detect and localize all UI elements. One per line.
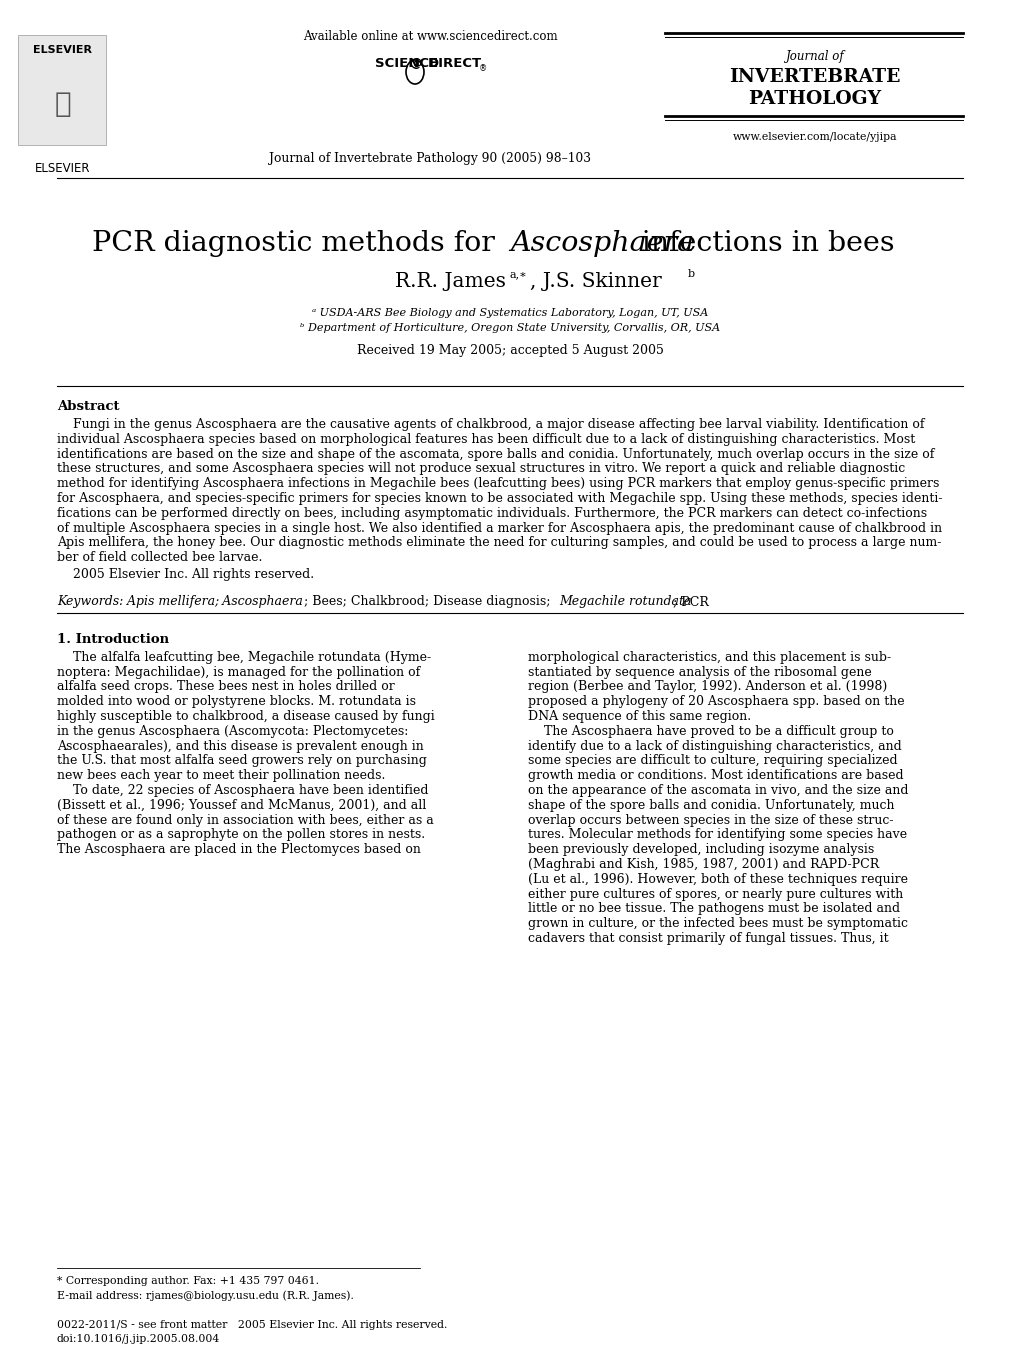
Text: SCIENCE: SCIENCE bbox=[375, 57, 438, 69]
Text: in the genus Ascosphaera (Ascomycota: Plectomycetes:: in the genus Ascosphaera (Ascomycota: Pl… bbox=[57, 725, 408, 738]
Text: ELSEVIER: ELSEVIER bbox=[36, 162, 91, 176]
Text: of these are found only in association with bees, either as a: of these are found only in association w… bbox=[57, 814, 433, 826]
Text: highly susceptible to chalkbrood, a disease caused by fungi: highly susceptible to chalkbrood, a dise… bbox=[57, 710, 434, 723]
Text: overlap occurs between species in the size of these struc-: overlap occurs between species in the si… bbox=[528, 814, 893, 826]
FancyBboxPatch shape bbox=[18, 35, 106, 146]
Text: ; Bees; Chalkbrood; Disease diagnosis;: ; Bees; Chalkbrood; Disease diagnosis; bbox=[304, 595, 554, 608]
Text: a,∗: a,∗ bbox=[510, 269, 527, 279]
Text: R.R. James: R.R. James bbox=[394, 272, 510, 291]
Text: for Ascosphaera, and species-specific primers for species known to be associated: for Ascosphaera, and species-specific pr… bbox=[57, 491, 942, 505]
Text: tures. Molecular methods for identifying some species have: tures. Molecular methods for identifying… bbox=[528, 829, 906, 841]
Text: Received 19 May 2005; accepted 5 August 2005: Received 19 May 2005; accepted 5 August … bbox=[357, 344, 662, 357]
Text: ᵇ Department of Horticulture, Oregon State University, Corvallis, OR, USA: ᵇ Department of Horticulture, Oregon Sta… bbox=[300, 323, 719, 333]
Text: Megachile rotundata: Megachile rotundata bbox=[558, 595, 691, 608]
Text: The Ascosphaera are placed in the Plectomyces based on: The Ascosphaera are placed in the Plecto… bbox=[57, 844, 421, 856]
Text: 0022-2011/S - see front matter   2005 Elsevier Inc. All rights reserved.: 0022-2011/S - see front matter 2005 Else… bbox=[57, 1320, 447, 1330]
Text: , J.S. Skinner: , J.S. Skinner bbox=[530, 272, 665, 291]
Text: ; PCR: ; PCR bbox=[673, 595, 708, 608]
Text: (Bissett et al., 1996; Youssef and McManus, 2001), and all: (Bissett et al., 1996; Youssef and McMan… bbox=[57, 799, 426, 811]
Text: new bees each year to meet their pollination needs.: new bees each year to meet their pollina… bbox=[57, 769, 385, 783]
Text: of multiple Ascosphaera species in a single host. We also identified a marker fo: of multiple Ascosphaera species in a sin… bbox=[57, 521, 942, 535]
Text: alfalfa seed crops. These bees nest in holes drilled or: alfalfa seed crops. These bees nest in h… bbox=[57, 680, 394, 693]
Text: either pure cultures of spores, or nearly pure cultures with: either pure cultures of spores, or nearl… bbox=[528, 887, 903, 901]
Text: pathogen or as a saprophyte on the pollen stores in nests.: pathogen or as a saprophyte on the polle… bbox=[57, 829, 425, 841]
Text: PATHOLOGY: PATHOLOGY bbox=[748, 90, 880, 108]
Text: morphological characteristics, and this placement is sub-: morphological characteristics, and this … bbox=[528, 651, 891, 664]
Text: 1. Introduction: 1. Introduction bbox=[57, 633, 169, 646]
Text: ; Ascosphaera: ; Ascosphaera bbox=[214, 595, 303, 608]
Text: E-mail address: rjames@biology.usu.edu (R.R. James).: E-mail address: rjames@biology.usu.edu (… bbox=[57, 1290, 354, 1301]
Text: ELSEVIER: ELSEVIER bbox=[34, 45, 93, 54]
Text: 🌳: 🌳 bbox=[55, 90, 71, 118]
Text: ®: ® bbox=[479, 64, 487, 73]
Text: DIRECT: DIRECT bbox=[428, 57, 482, 69]
Text: INVERTEBRATE: INVERTEBRATE bbox=[729, 68, 900, 86]
Text: been previously developed, including isozyme analysis: been previously developed, including iso… bbox=[528, 844, 873, 856]
Text: the U.S. that most alfalfa seed growers rely on purchasing: the U.S. that most alfalfa seed growers … bbox=[57, 754, 427, 768]
Text: Keywords:: Keywords: bbox=[57, 595, 123, 608]
Text: cadavers that consist primarily of fungal tissues. Thus, it: cadavers that consist primarily of funga… bbox=[528, 932, 888, 945]
Text: proposed a phylogeny of 20 Ascosphaera spp. based on the: proposed a phylogeny of 20 Ascosphaera s… bbox=[528, 695, 904, 708]
Text: To date, 22 species of Ascosphaera have been identified: To date, 22 species of Ascosphaera have … bbox=[57, 784, 428, 798]
Text: Available online at www.sciencedirect.com: Available online at www.sciencedirect.co… bbox=[303, 30, 556, 44]
Text: www.elsevier.com/locate/yjipa: www.elsevier.com/locate/yjipa bbox=[732, 132, 897, 142]
Text: region (Berbee and Taylor, 1992). Anderson et al. (1998): region (Berbee and Taylor, 1992). Anders… bbox=[528, 680, 887, 693]
Text: Ascosphaearales), and this disease is prevalent enough in: Ascosphaearales), and this disease is pr… bbox=[57, 739, 423, 753]
Text: Journal of Invertebrate Pathology 90 (2005) 98–103: Journal of Invertebrate Pathology 90 (20… bbox=[269, 152, 590, 165]
Text: little or no bee tissue. The pathogens must be isolated and: little or no bee tissue. The pathogens m… bbox=[528, 902, 899, 916]
Text: DNA sequence of this same region.: DNA sequence of this same region. bbox=[528, 710, 750, 723]
Text: infections in bees: infections in bees bbox=[636, 230, 894, 257]
Text: stantiated by sequence analysis of the ribosomal gene: stantiated by sequence analysis of the r… bbox=[528, 666, 871, 679]
Text: noptera: Megachilidae), is managed for the pollination of: noptera: Megachilidae), is managed for t… bbox=[57, 666, 420, 679]
Text: Journal of: Journal of bbox=[785, 50, 844, 63]
Text: method for identifying Ascosphaera infections in Megachile bees (leafcutting bee: method for identifying Ascosphaera infec… bbox=[57, 478, 938, 490]
Text: molded into wood or polystyrene blocks. M. rotundata is: molded into wood or polystyrene blocks. … bbox=[57, 695, 416, 708]
Text: Apis mellifera, the honey bee. Our diagnostic methods eliminate the need for cul: Apis mellifera, the honey bee. Our diagn… bbox=[57, 536, 941, 550]
Text: growth media or conditions. Most identifications are based: growth media or conditions. Most identif… bbox=[528, 769, 903, 783]
Text: (Lu et al., 1996). However, both of these techniques require: (Lu et al., 1996). However, both of thes… bbox=[528, 872, 907, 886]
Text: ᵃ USDA-ARS Bee Biology and Systematics Laboratory, Logan, UT, USA: ᵃ USDA-ARS Bee Biology and Systematics L… bbox=[312, 308, 707, 318]
Text: doi:10.1016/j.jip.2005.08.004: doi:10.1016/j.jip.2005.08.004 bbox=[57, 1334, 220, 1345]
Text: Apis mellifera: Apis mellifera bbox=[119, 595, 215, 608]
Text: identifications are based on the size and shape of the ascomata, spore balls and: identifications are based on the size an… bbox=[57, 448, 933, 460]
Text: these structures, and some Ascosphaera species will not produce sexual structure: these structures, and some Ascosphaera s… bbox=[57, 463, 905, 475]
Text: PCR diagnostic methods for: PCR diagnostic methods for bbox=[93, 230, 510, 257]
Text: b: b bbox=[688, 269, 694, 279]
Text: The Ascosphaera have proved to be a difficult group to: The Ascosphaera have proved to be a diff… bbox=[528, 725, 893, 738]
Text: grown in culture, or the infected bees must be symptomatic: grown in culture, or the infected bees m… bbox=[528, 917, 907, 930]
Text: individual Ascosphaera species based on morphological features has been difficul: individual Ascosphaera species based on … bbox=[57, 433, 914, 446]
Text: fications can be performed directly on bees, including asymptomatic individuals.: fications can be performed directly on b… bbox=[57, 506, 926, 520]
Text: shape of the spore balls and conidia. Unfortunately, much: shape of the spore balls and conidia. Un… bbox=[528, 799, 894, 811]
Text: identify due to a lack of distinguishing characteristics, and: identify due to a lack of distinguishing… bbox=[528, 739, 901, 753]
Text: Abstract: Abstract bbox=[57, 400, 119, 412]
Text: * Corresponding author. Fax: +1 435 797 0461.: * Corresponding author. Fax: +1 435 797 … bbox=[57, 1277, 319, 1286]
Text: Fungi in the genus Ascosphaera are the causative agents of chalkbrood, a major d: Fungi in the genus Ascosphaera are the c… bbox=[57, 418, 923, 431]
Text: @: @ bbox=[409, 57, 421, 69]
Text: 2005 Elsevier Inc. All rights reserved.: 2005 Elsevier Inc. All rights reserved. bbox=[57, 568, 314, 581]
Text: some species are difficult to culture, requiring specialized: some species are difficult to culture, r… bbox=[528, 754, 897, 768]
Text: on the appearance of the ascomata in vivo, and the size and: on the appearance of the ascomata in viv… bbox=[528, 784, 908, 798]
Text: ber of field collected bee larvae.: ber of field collected bee larvae. bbox=[57, 551, 262, 565]
Text: The alfalfa leafcutting bee, Megachile rotundata (Hyme-: The alfalfa leafcutting bee, Megachile r… bbox=[57, 651, 431, 664]
Text: (Maghrabi and Kish, 1985, 1987, 2001) and RAPD-PCR: (Maghrabi and Kish, 1985, 1987, 2001) an… bbox=[528, 857, 878, 871]
Text: Ascosphaera: Ascosphaera bbox=[510, 230, 694, 257]
